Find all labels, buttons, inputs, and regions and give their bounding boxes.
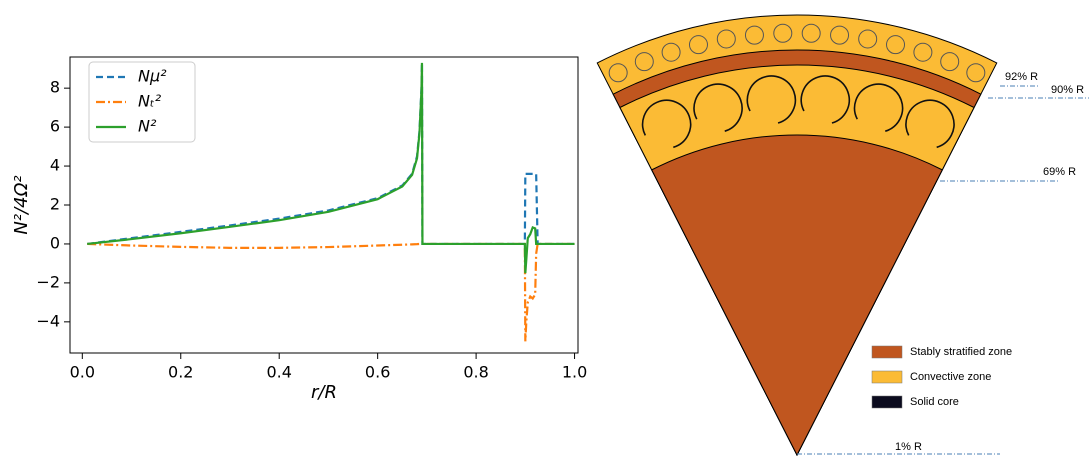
legend-label: Convective zone [910,371,991,383]
x-axis-label: r/R [311,382,337,403]
y-axis-label: N²/4Ω² [11,175,32,234]
convection-cell [966,63,986,83]
convection-cell [634,52,654,72]
convection-cell [913,42,933,62]
data-line [87,62,575,246]
legend-box [88,61,196,143]
x-tick-label: 0.6 [365,363,390,382]
zone [651,134,943,457]
y-tick-label: −2 [36,272,60,291]
convection-cell [773,23,793,43]
x-tick-label: 0.0 [70,363,95,382]
x-tick-label: 0.8 [463,363,488,382]
convection-cell [858,29,878,49]
convection-cell [608,63,628,83]
y-tick-label: 4 [50,156,60,175]
plot-frame [69,56,579,354]
y-tick-label: 0 [50,233,60,252]
legend-label: Nμ² [138,67,167,86]
convection-cell [886,35,906,55]
convection-cell [800,75,851,124]
radius-label: 1% R [895,441,922,453]
convection-cell [853,83,904,132]
data-line [87,242,575,342]
x-tick-label: 0.2 [168,363,193,382]
convection-cell [661,42,681,62]
legend-swatch [871,345,903,359]
convection-cell [688,35,708,55]
legend-label: Nₜ² [138,92,162,111]
convection-cell [940,52,960,72]
y-tick-label: 8 [50,78,60,97]
legend-label: Solid core [910,396,959,408]
radius-label: 92% R [1005,71,1038,83]
legend-swatch [871,395,903,409]
data-line [87,62,575,274]
y-tick-label: 2 [50,195,60,214]
convection-cell [716,29,736,49]
x-tick-label: 0.4 [266,363,291,382]
convection-cell [693,83,743,132]
y-tick-label: −4 [36,311,60,330]
radius-label: 90% R [1051,84,1084,96]
legend-swatch [871,370,903,384]
x-tick-label: 1.0 [562,363,587,382]
convection-cell [641,99,692,149]
convection-cell [744,25,764,45]
y-tick-label: 6 [50,117,60,136]
convection-cell [746,75,797,124]
convection-cell [830,25,850,45]
legend-label: N² [138,117,157,136]
convection-cell [905,99,955,149]
radius-label: 69% R [1043,166,1076,178]
star-wedge-diagram: 92% R 90% R 69% R 1% R Stably stratified zon… [596,14,1089,457]
legend-label: Stably stratified zone [910,346,1012,358]
convection-cell [801,23,821,43]
